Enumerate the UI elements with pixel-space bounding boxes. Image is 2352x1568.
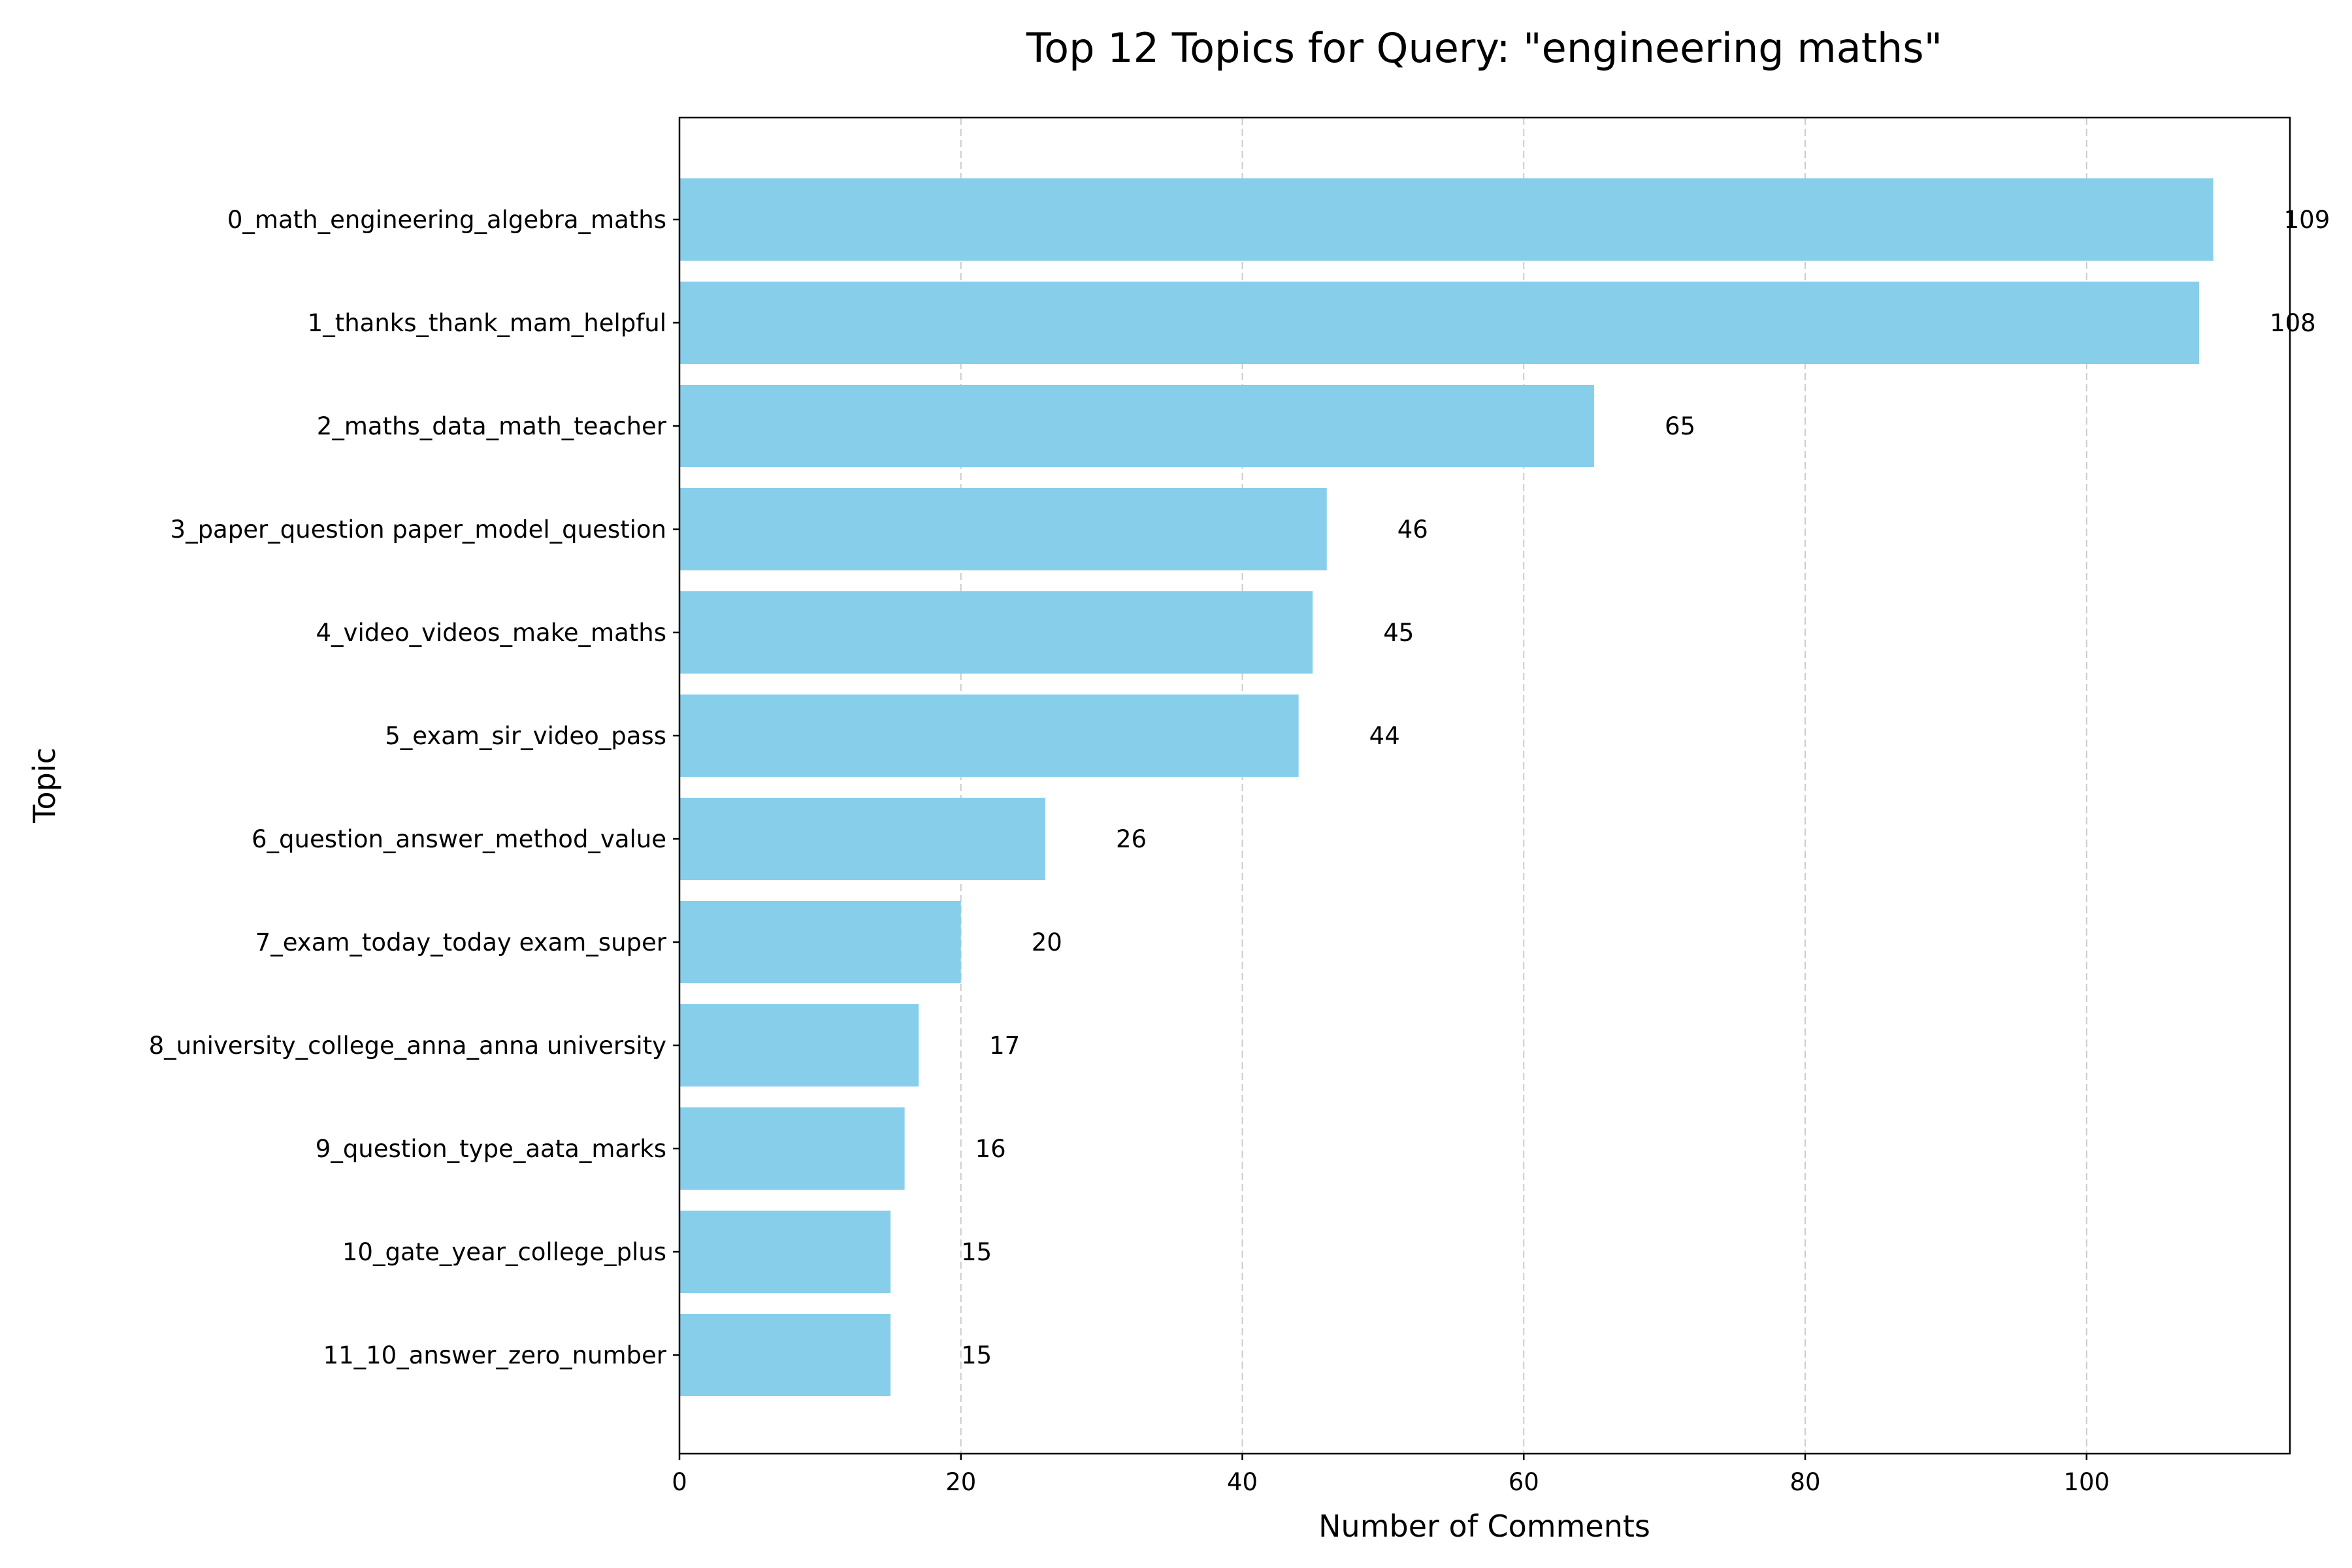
data-label-4: 45 xyxy=(1383,619,1414,647)
y-tick-label-10: 10_gate_year_college_plus xyxy=(342,1238,666,1266)
x-tick-label-3: 60 xyxy=(1509,1468,1539,1496)
bar-10 xyxy=(679,1211,891,1293)
bar-8 xyxy=(679,1004,919,1086)
x-tick-label-5: 100 xyxy=(2063,1468,2110,1496)
data-label-9: 16 xyxy=(975,1135,1006,1163)
bar-5 xyxy=(679,694,1299,777)
x-tick-label-0: 0 xyxy=(672,1468,687,1496)
bar-4 xyxy=(679,591,1313,674)
plot-frame xyxy=(678,116,2291,1455)
y-tick-label-5: 5_exam_sir_video_pass xyxy=(385,722,666,750)
y-axis-ticks: 0_math_engineering_algebra_maths 1_thanks… xyxy=(149,206,679,1369)
bar-3 xyxy=(679,488,1327,570)
y-tick-label-4: 4_video_videos_make_maths xyxy=(316,619,666,647)
y-tick-label-3: 3_paper_question paper_model_question xyxy=(171,515,666,544)
y-tick-label-0: 0_math_engineering_algebra_maths xyxy=(227,206,666,234)
data-label-10: 15 xyxy=(961,1238,992,1266)
y-axis-label: Topic xyxy=(27,747,62,824)
data-label-0: 109 xyxy=(2284,206,2330,234)
y-tick-label-9: 9_question_type_aata_marks xyxy=(316,1135,666,1163)
data-label-2: 65 xyxy=(1665,412,1695,440)
bar-11 xyxy=(679,1314,891,1396)
y-tick-label-6: 6_question_answer_method_value xyxy=(252,825,666,853)
bar-9 xyxy=(679,1107,905,1190)
data-label-8: 17 xyxy=(989,1032,1020,1060)
bar-2 xyxy=(679,385,1594,467)
data-label-3: 46 xyxy=(1397,515,1428,544)
data-label-11: 15 xyxy=(961,1341,992,1369)
x-axis-label: Number of Comments xyxy=(1318,1509,1650,1544)
data-label-6: 26 xyxy=(1116,825,1147,853)
x-axis-ticks: 0 20 40 60 80 100 xyxy=(672,1454,2110,1496)
chart-title: Top 12 Topics for Query: "engineering ma… xyxy=(1026,24,1942,72)
bar-6 xyxy=(679,798,1045,880)
data-label-7: 20 xyxy=(1032,928,1062,956)
bars-layer xyxy=(679,178,2213,1396)
data-label-5: 44 xyxy=(1369,722,1400,750)
x-tick-label-2: 40 xyxy=(1227,1468,1258,1496)
y-tick-label-7: 7_exam_today_today exam_super xyxy=(255,928,667,956)
bar-0 xyxy=(679,178,2213,261)
data-label-1: 108 xyxy=(2270,309,2316,337)
y-tick-label-8: 8_university_college_anna_anna universit… xyxy=(149,1032,666,1060)
bar-1 xyxy=(679,282,2200,364)
x-tick-label-1: 20 xyxy=(945,1468,976,1496)
data-labels: 109 108 65 46 45 44 26 20 17 16 15 15 xyxy=(961,206,2330,1369)
bar-7 xyxy=(679,901,961,983)
x-tick-label-4: 80 xyxy=(1789,1468,1820,1496)
y-tick-label-11: 11_10_answer_zero_number xyxy=(323,1341,667,1369)
y-tick-label-2: 2_maths_data_math_teacher xyxy=(317,412,667,440)
y-tick-label-1: 1_thanks_thank_mam_helpful xyxy=(308,309,666,337)
